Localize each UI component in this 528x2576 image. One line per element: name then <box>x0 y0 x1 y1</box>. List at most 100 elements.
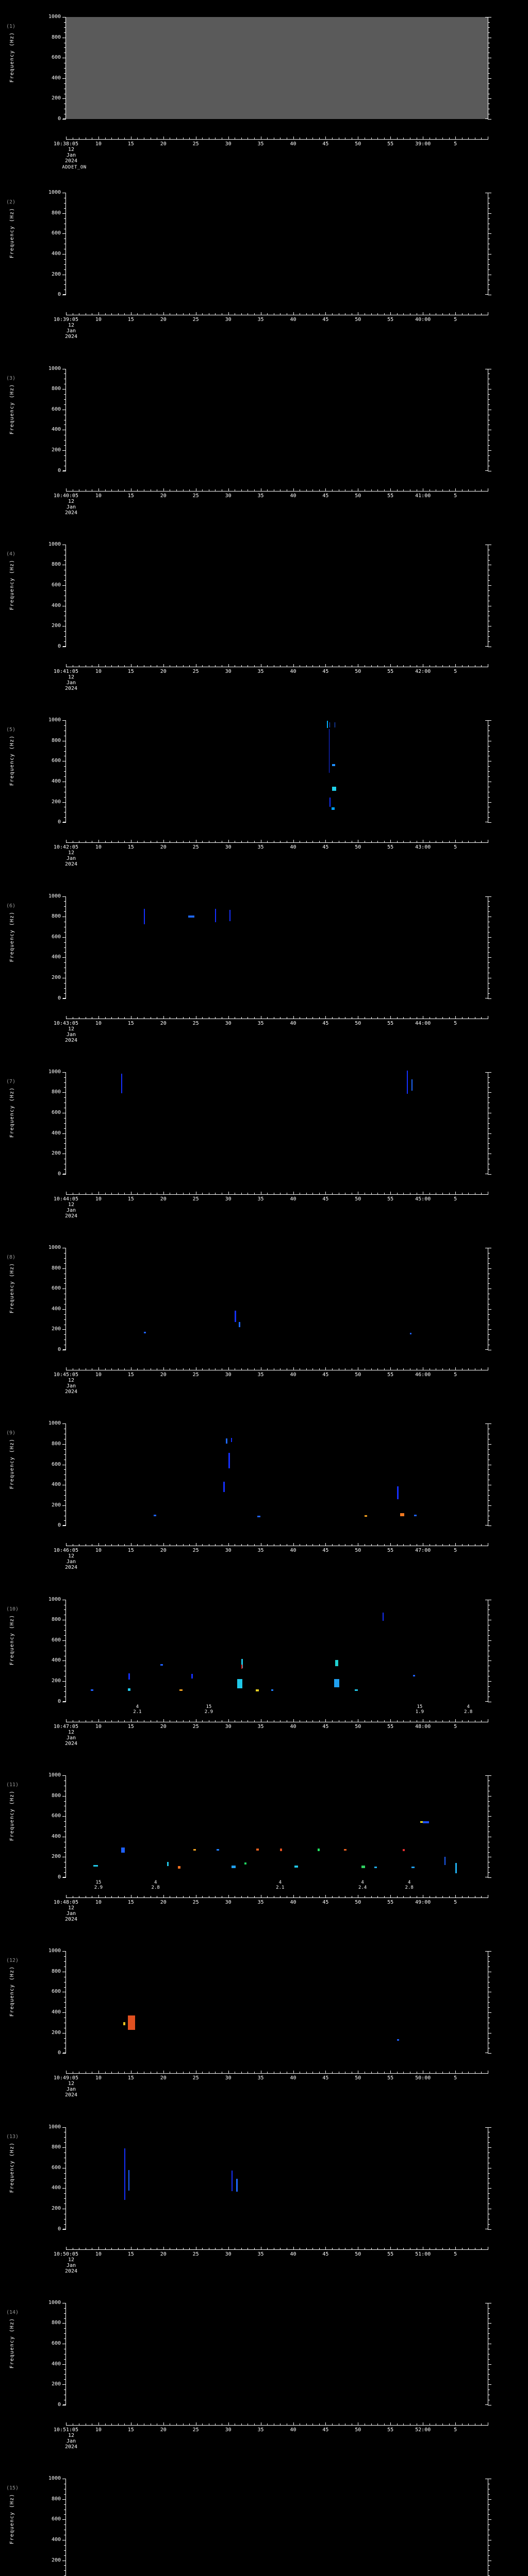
x-tick <box>111 665 112 667</box>
y-tick-label: 600 <box>51 1461 61 1467</box>
x-tick <box>481 1720 482 1722</box>
y-tick-label: 0 <box>57 1347 61 1353</box>
x-tick-label: 10 <box>95 844 102 851</box>
x-tick-label: 15 <box>127 1196 134 1202</box>
x-tick <box>377 841 378 843</box>
y-tick-right <box>488 2313 490 2314</box>
x-axis-date-part: 12 <box>68 2257 75 2263</box>
x-axis-date-part: 2024 <box>64 1740 78 1747</box>
y-tick-label: 600 <box>51 1285 61 1292</box>
y-tick-right <box>488 22 490 23</box>
x-tick-label: 43:00 <box>415 844 431 851</box>
y-tick-label: 200 <box>51 447 61 453</box>
x-tick <box>241 1720 242 1722</box>
x-tick <box>384 1368 385 1371</box>
y-tick-right <box>488 766 490 767</box>
y-tick-right <box>488 1319 490 1320</box>
y-tick-right <box>488 1082 490 1083</box>
x-tick <box>332 1896 333 1898</box>
spectrogram-blob <box>420 1821 423 1823</box>
x-tick <box>332 138 333 140</box>
x-tick <box>124 1544 125 1547</box>
y-tick-right <box>488 2308 490 2309</box>
y-tick-label: 200 <box>51 1502 61 1508</box>
x-tick <box>241 1544 242 1547</box>
y-tick-right <box>488 1821 490 1822</box>
x-tick <box>403 841 404 843</box>
x-tick <box>325 1895 326 1898</box>
plot-area <box>66 720 488 823</box>
x-tick <box>98 2422 99 2426</box>
y-tick-right <box>488 2142 490 2143</box>
x-tick <box>332 1368 333 1371</box>
x-tick <box>449 2247 450 2250</box>
x-tick <box>377 1896 378 1898</box>
x-tick-label: 40:00 <box>415 317 431 323</box>
y-tick-right <box>488 259 490 260</box>
x-tick <box>312 841 314 843</box>
x-tick <box>137 665 138 667</box>
x-tick-label: 50:00 <box>415 2075 431 2081</box>
x-tick <box>312 1192 314 1195</box>
y-tick-right <box>488 208 490 209</box>
y-tick <box>64 906 66 907</box>
x-tick <box>118 2072 119 2074</box>
axis-cap <box>63 470 66 471</box>
x-tick <box>481 138 482 140</box>
x-tick <box>319 2247 320 2250</box>
y-tick-label: 600 <box>51 2164 61 2171</box>
x-tick <box>332 489 333 492</box>
spectrogram-blob <box>326 721 328 728</box>
x-tick <box>202 841 203 843</box>
axis-cap <box>485 294 488 295</box>
spectrogram-blob <box>374 1866 377 1868</box>
x-tick <box>403 489 404 492</box>
x-axis-date-part: 12 <box>68 674 75 680</box>
y-tick <box>64 47 66 48</box>
x-tick-label: 50 <box>355 1020 361 1026</box>
y-tick <box>62 937 66 938</box>
y-tick <box>62 2188 66 2189</box>
y-tick-right <box>488 1077 490 1078</box>
y-tick-label: 200 <box>51 1678 61 1684</box>
spectrogram-blob <box>329 797 331 807</box>
y-axis-title: Frequency (Hz) <box>9 911 15 962</box>
x-tick <box>124 2247 125 2250</box>
axis-cap <box>485 1349 488 1350</box>
x-tick-label: 40 <box>290 1723 296 1730</box>
y-tick-right <box>488 218 490 219</box>
x-tick-label: 40 <box>290 141 296 147</box>
x-tick <box>176 841 177 843</box>
x-tick <box>332 665 333 667</box>
spectrogram-blob <box>455 1863 457 1874</box>
x-tick <box>183 841 184 843</box>
detection-annotation: 15 1.9 <box>416 1704 424 1715</box>
x-tick-label: 30 <box>225 2251 232 2257</box>
detection-score: 2.9 <box>94 1885 103 1890</box>
x-tick <box>403 665 404 667</box>
y-tick-label: 0 <box>57 1874 61 1880</box>
x-tick <box>397 1720 398 1722</box>
spectrogram-blob <box>128 1673 130 1680</box>
x-tick <box>98 840 99 843</box>
x-tick-label: 46:00 <box>415 1372 431 1378</box>
x-tick <box>241 2072 242 2074</box>
x-axis-date-part: 2024 <box>64 2092 78 2098</box>
y-tick-label: 800 <box>51 210 61 216</box>
y-tick-label: 800 <box>51 737 61 743</box>
x-tick <box>183 1896 184 1898</box>
x-tick <box>202 1016 203 1019</box>
spectrogram-blob <box>331 807 335 810</box>
y-tick <box>62 1795 66 1797</box>
spectrogram-blob <box>406 1071 408 1094</box>
y-tick-right <box>488 942 490 943</box>
x-tick-label: 5 <box>454 317 457 323</box>
y-tick-label: 600 <box>51 55 61 61</box>
x-tick <box>403 138 404 140</box>
y-tick-right <box>488 284 490 285</box>
x-tick-label: 15 <box>127 2075 134 2081</box>
x-axis-date-part: 12 <box>68 323 75 329</box>
y-tick <box>64 1691 66 1692</box>
x-tick-label: 25 <box>192 844 199 851</box>
x-tick-label: 30 <box>225 1548 232 1554</box>
